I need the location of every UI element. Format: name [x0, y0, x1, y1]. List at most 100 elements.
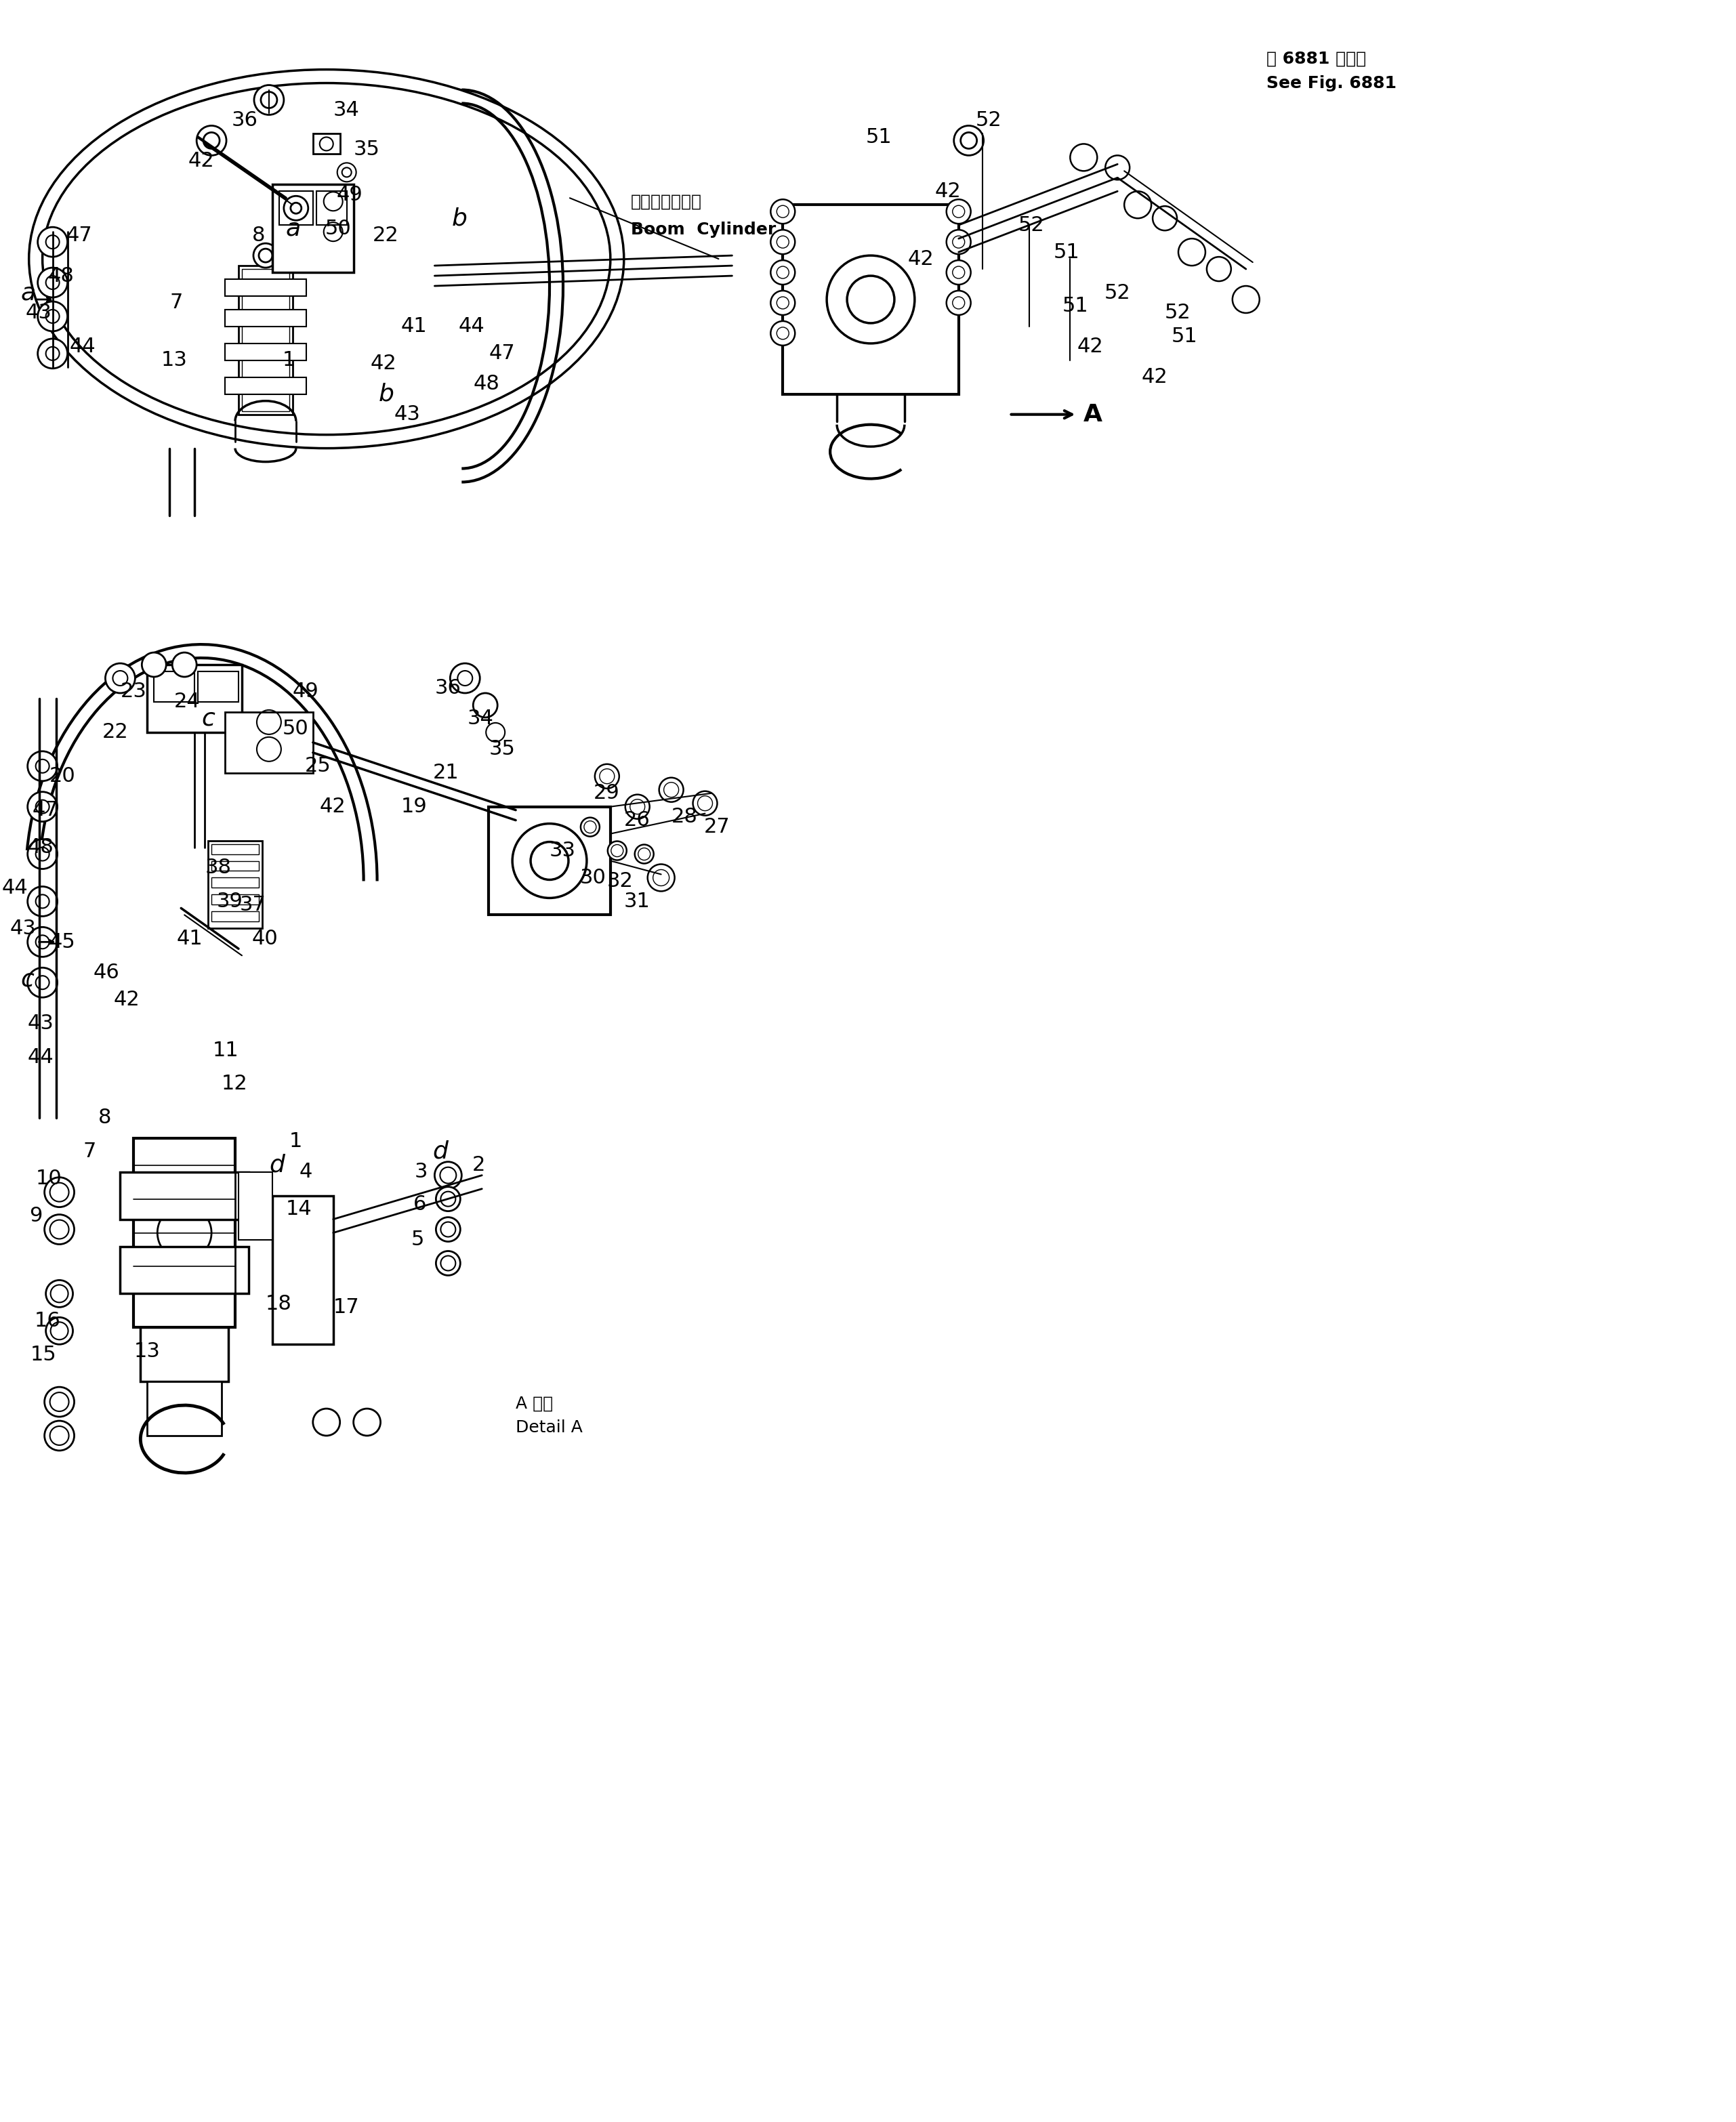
Circle shape: [450, 664, 479, 694]
Circle shape: [1125, 191, 1151, 219]
Text: 1: 1: [290, 1131, 302, 1152]
Circle shape: [436, 1186, 460, 1212]
Text: a: a: [21, 282, 36, 303]
Text: 14: 14: [286, 1199, 312, 1218]
Text: 8: 8: [97, 1108, 111, 1127]
Bar: [212, 912, 259, 921]
Text: 49: 49: [337, 185, 363, 204]
Circle shape: [45, 1214, 75, 1243]
Circle shape: [45, 1318, 73, 1345]
Circle shape: [474, 694, 498, 717]
Circle shape: [253, 244, 278, 267]
Circle shape: [1153, 206, 1177, 231]
Text: 42: 42: [319, 798, 345, 817]
Text: 48: 48: [474, 373, 500, 395]
Text: A 詳細: A 詳細: [516, 1394, 554, 1411]
Circle shape: [28, 751, 57, 781]
Circle shape: [595, 764, 620, 789]
Circle shape: [142, 651, 167, 677]
Text: 31: 31: [623, 891, 651, 910]
Text: 16: 16: [35, 1311, 61, 1330]
Bar: [316, 191, 347, 225]
Text: 43: 43: [26, 303, 52, 323]
Circle shape: [608, 840, 627, 859]
Text: 44: 44: [2, 879, 28, 898]
Text: 39: 39: [217, 891, 243, 910]
Bar: [238, 265, 293, 414]
Text: 35: 35: [354, 140, 380, 159]
Text: 36: 36: [233, 110, 259, 129]
Text: d: d: [269, 1154, 285, 1178]
Text: c: c: [21, 968, 35, 991]
Circle shape: [172, 651, 196, 677]
Text: Detail A: Detail A: [516, 1420, 583, 1437]
Bar: [155, 671, 194, 702]
Text: 15: 15: [30, 1345, 57, 1364]
Circle shape: [1207, 257, 1231, 282]
Text: c: c: [201, 707, 215, 730]
Circle shape: [1179, 238, 1205, 265]
Circle shape: [648, 864, 675, 891]
Text: 50: 50: [283, 719, 309, 738]
Text: 52: 52: [976, 110, 1002, 129]
Bar: [198, 671, 238, 702]
Bar: [141, 1328, 229, 1381]
Text: 13: 13: [161, 350, 187, 369]
Text: A: A: [1083, 403, 1102, 427]
Circle shape: [946, 229, 970, 255]
Bar: [226, 280, 306, 297]
Text: 41: 41: [401, 316, 427, 337]
Text: 7: 7: [83, 1142, 95, 1161]
Bar: [783, 206, 958, 395]
Text: 33: 33: [550, 840, 576, 862]
Bar: [212, 862, 259, 870]
Text: 19: 19: [401, 798, 427, 817]
Text: 21: 21: [432, 764, 458, 783]
Text: 44: 44: [458, 316, 484, 337]
Circle shape: [45, 1388, 75, 1417]
Text: 13: 13: [134, 1341, 160, 1360]
Bar: [241, 269, 290, 412]
Bar: [273, 185, 354, 272]
Circle shape: [946, 261, 970, 284]
Circle shape: [953, 125, 984, 155]
Text: 22: 22: [373, 225, 399, 244]
Text: 47: 47: [33, 800, 59, 819]
Text: 27: 27: [703, 817, 729, 836]
Circle shape: [45, 1422, 75, 1451]
Text: 37: 37: [240, 895, 266, 915]
Text: 4: 4: [299, 1163, 312, 1182]
Text: 34: 34: [467, 709, 493, 728]
Circle shape: [771, 229, 795, 255]
Text: 43: 43: [28, 1014, 54, 1033]
Text: 42: 42: [1141, 367, 1167, 386]
Text: 32: 32: [608, 872, 634, 891]
Circle shape: [436, 1218, 460, 1241]
Circle shape: [354, 1409, 380, 1437]
Text: 10: 10: [36, 1169, 62, 1188]
Text: 52: 52: [1104, 282, 1130, 303]
Circle shape: [771, 199, 795, 223]
Text: 11: 11: [214, 1040, 240, 1061]
Circle shape: [660, 777, 684, 802]
Text: 1: 1: [283, 350, 295, 369]
Text: 12: 12: [222, 1074, 248, 1093]
Circle shape: [260, 91, 278, 108]
Text: d: d: [432, 1140, 448, 1163]
Bar: [279, 191, 312, 225]
Text: 30: 30: [580, 868, 606, 887]
Circle shape: [38, 267, 68, 297]
Bar: [120, 1246, 248, 1294]
Text: 51: 51: [1054, 242, 1080, 261]
Circle shape: [580, 817, 599, 836]
Text: 3: 3: [415, 1163, 427, 1182]
Bar: [226, 713, 312, 772]
Circle shape: [312, 1409, 340, 1437]
Text: 52: 52: [1017, 214, 1045, 236]
Bar: [148, 664, 241, 732]
Text: 42: 42: [113, 989, 139, 1010]
Circle shape: [38, 227, 68, 257]
Circle shape: [45, 1280, 73, 1307]
Circle shape: [38, 340, 68, 369]
Text: 44: 44: [69, 337, 95, 356]
